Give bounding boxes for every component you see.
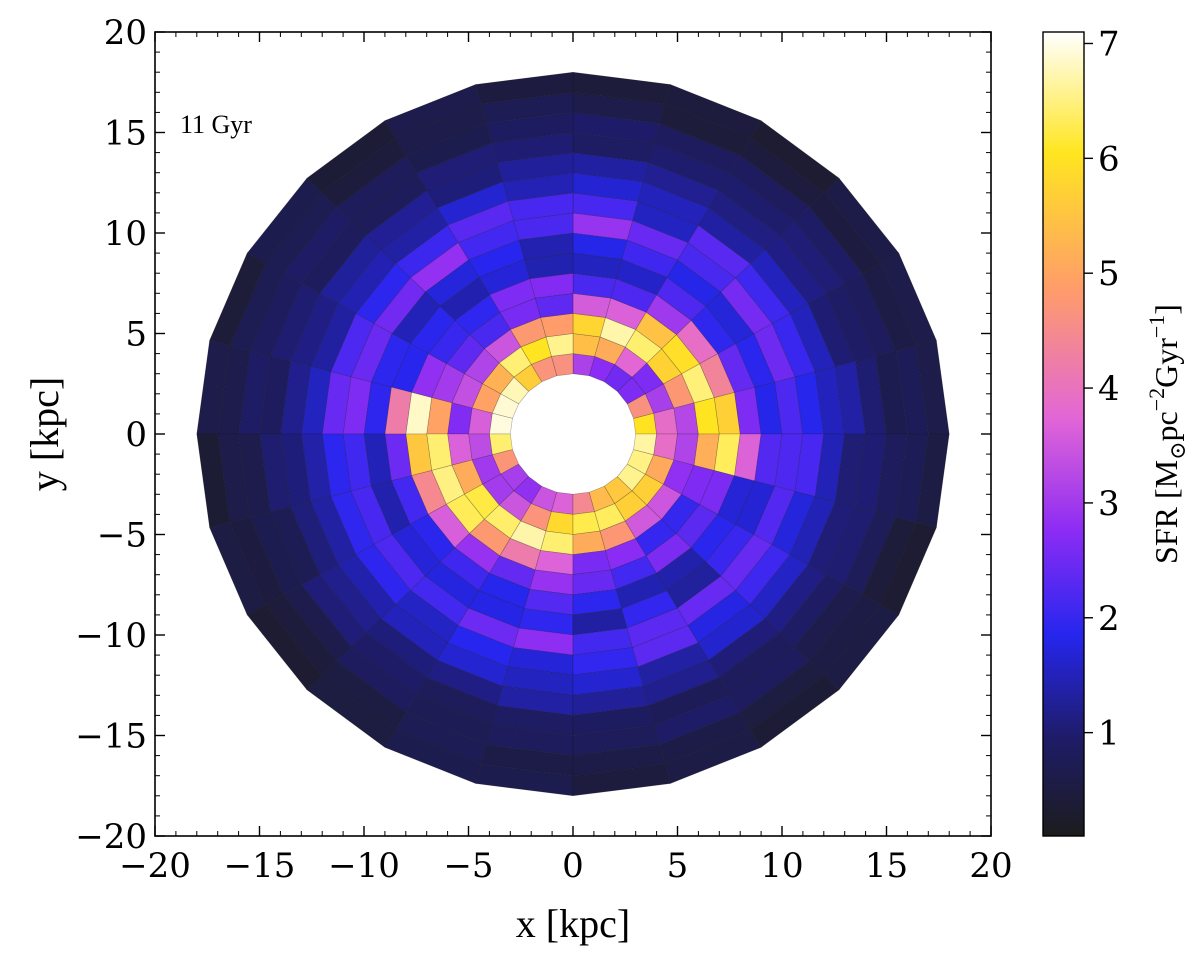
colorbar-tick-label: 6: [1098, 139, 1120, 179]
y-tick-label: 0: [125, 415, 147, 455]
heatmap-cell: [915, 433, 950, 529]
x-tick-label: 5: [667, 846, 689, 886]
x-tick-label: 0: [562, 846, 584, 886]
y-tick-label: −20: [75, 817, 147, 857]
y-tick-label: −15: [75, 717, 147, 757]
y-axis-title: y [kpc]: [22, 377, 67, 491]
cb-title-exp2: −1: [1144, 315, 1169, 338]
x-tick-label: 15: [865, 846, 908, 886]
x-tick-label: −15: [224, 846, 296, 886]
colorbar-axis: 1 2 3 4 5 6 7: [1084, 24, 1120, 754]
x-tick-label: −5: [443, 846, 493, 886]
colorbar: [1042, 31, 1085, 837]
sfr-heatmap: [196, 71, 950, 797]
cb-title-gyr: Gyr: [1148, 338, 1184, 388]
colorbar-title: SFR [M⊙pc−2Gyr−1]: [1144, 304, 1190, 564]
cb-title-suffix: ]: [1148, 304, 1184, 315]
cb-title-pc: pc: [1148, 411, 1184, 441]
colorbar-tick-label: 1: [1098, 714, 1120, 754]
colorbar-tick-label: 5: [1098, 254, 1120, 294]
x-axis-title: x [kpc]: [516, 901, 630, 946]
x-tick-label: 20: [969, 846, 1012, 886]
x-axis: −20 −15 −10 −5 0 5 10 15 20: [119, 32, 1013, 886]
colorbar-tick-label: 3: [1098, 484, 1120, 524]
colorbar-tick-label: 7: [1098, 24, 1120, 64]
x-tick-label: 10: [760, 846, 803, 886]
y-tick-label: 5: [125, 315, 147, 355]
colorbar-tick-label: 2: [1098, 599, 1120, 639]
cb-title-sun: ⊙: [1165, 441, 1190, 459]
cb-title-prefix: SFR [M: [1148, 460, 1184, 564]
annotation-label: 11 Gyr: [180, 110, 252, 139]
cb-title-exp1: −2: [1144, 388, 1169, 411]
y-tick-label: 10: [104, 214, 147, 254]
y-tick-label: −10: [75, 616, 147, 656]
y-axis: −20 −15 −10 −5 0 5 10 15 20: [75, 13, 991, 857]
x-tick-label: −10: [328, 846, 400, 886]
y-tick-label: −5: [97, 516, 147, 556]
y-tick-label: 15: [104, 114, 147, 154]
y-tick-label: 20: [104, 13, 147, 53]
colorbar-tick-label: 4: [1098, 369, 1120, 409]
x-tick-label: −20: [119, 846, 191, 886]
